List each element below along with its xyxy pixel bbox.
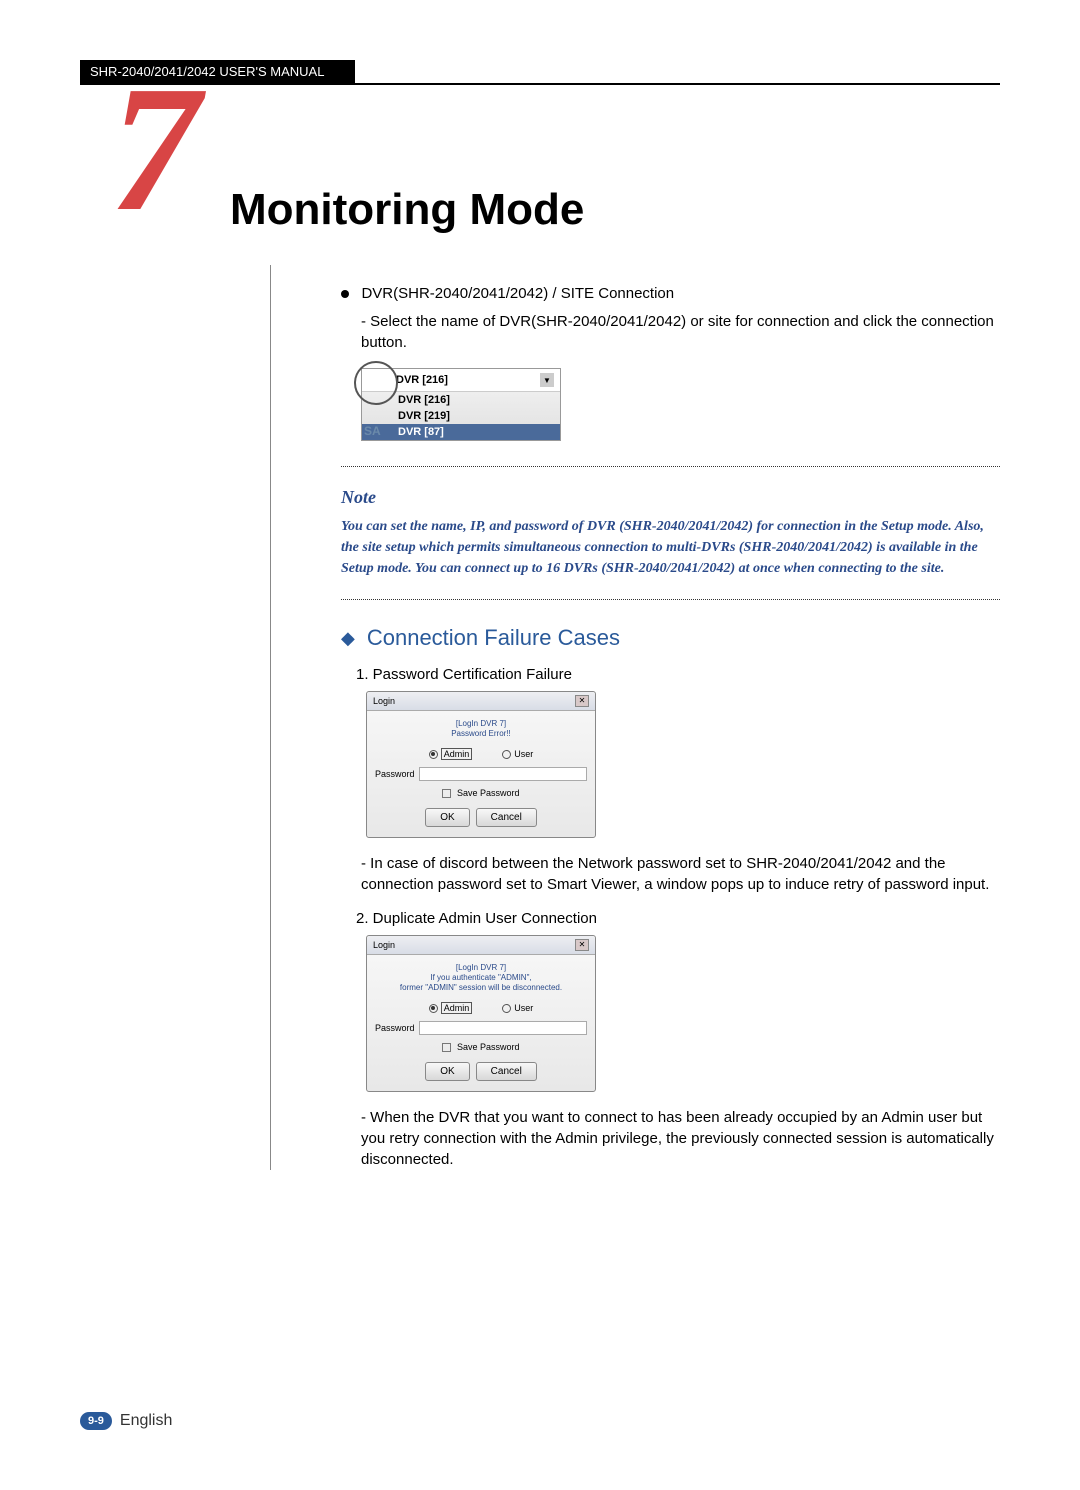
- checkbox-icon: [442, 1043, 451, 1052]
- dropdown-item-highlighted: DVR [87]: [362, 424, 560, 440]
- radio-label: Admin: [441, 1002, 473, 1014]
- section-heading-failure: ◆ Connection Failure Cases: [341, 625, 1000, 651]
- radio-group: Admin User: [367, 744, 595, 764]
- radio-icon: [502, 1004, 511, 1013]
- dialog-message: [LogIn DVR 7] If you authenticate "ADMIN…: [367, 955, 595, 998]
- dvr-dropdown-screenshot: DVR [216] ▼ DVR [216] DVR [219] DVR [87]…: [361, 368, 561, 441]
- note-body: You can set the name, IP, and password o…: [341, 516, 1000, 579]
- msg-line: If you authenticate "ADMIN",: [373, 973, 589, 983]
- note-title: Note: [341, 487, 1000, 508]
- radio-label: Admin: [441, 748, 473, 760]
- dropdown-item: DVR [219]: [362, 408, 560, 424]
- radio-label: User: [514, 1003, 533, 1013]
- diamond-icon: ◆: [341, 628, 355, 649]
- content-area: DVR(SHR-2040/2041/2042) / SITE Connectio…: [270, 265, 1000, 1170]
- password-label: Password: [375, 1023, 415, 1033]
- dialog-buttons: OK Cancel: [367, 1056, 595, 1091]
- dialog-title: Login: [373, 940, 395, 950]
- save-password-row: Save Password: [367, 1038, 595, 1056]
- sub-text-select: - Select the name of DVR(SHR-2040/2041/2…: [361, 311, 1000, 353]
- password-input: [419, 1021, 587, 1035]
- ok-button: OK: [425, 808, 469, 827]
- page-number-badge: 9-9: [80, 1412, 112, 1430]
- login-dialog-1: Login ✕ [LogIn DVR 7] Password Error!! A…: [366, 691, 596, 838]
- dialog-title: Login: [373, 696, 395, 706]
- radio-admin: Admin: [429, 1002, 473, 1014]
- checkbox-icon: [442, 789, 451, 798]
- save-password-label: Save Password: [457, 1042, 520, 1052]
- chapter-heading: 7 Monitoring Mode: [140, 125, 1000, 235]
- dialog-titlebar: Login ✕: [367, 936, 595, 955]
- cancel-button: Cancel: [476, 1062, 537, 1081]
- item-duplicate-admin: 2. Duplicate Admin User Connection: [356, 910, 1000, 927]
- radio-admin: Admin: [429, 748, 473, 760]
- radio-icon: [429, 750, 438, 759]
- highlight-circle-icon: [354, 361, 398, 405]
- cancel-button: Cancel: [476, 808, 537, 827]
- password-label: Password: [375, 769, 415, 779]
- msg-line: [LogIn DVR 7]: [373, 719, 589, 729]
- site-label: SA: [364, 424, 381, 438]
- dialog-titlebar: Login ✕: [367, 692, 595, 711]
- dropdown-arrow-icon: ▼: [540, 373, 554, 387]
- dialog-message: [LogIn DVR 7] Password Error!!: [367, 711, 595, 744]
- save-password-label: Save Password: [457, 788, 520, 798]
- dotted-divider: [341, 599, 1000, 600]
- bullet-dvr-connection: DVR(SHR-2040/2041/2042) / SITE Connectio…: [341, 285, 1000, 303]
- close-icon: ✕: [575, 695, 589, 707]
- save-password-row: Save Password: [367, 784, 595, 802]
- radio-label: User: [514, 749, 533, 759]
- radio-group: Admin User: [367, 998, 595, 1018]
- password-input: [419, 767, 587, 781]
- dotted-divider: [341, 466, 1000, 467]
- radio-user: User: [502, 1002, 533, 1014]
- radio-icon: [502, 750, 511, 759]
- radio-user: User: [502, 748, 533, 760]
- password-row: Password: [367, 1018, 595, 1038]
- page-footer: 9-9 English: [80, 1412, 172, 1430]
- dropdown-selected-text: DVR [216]: [396, 374, 448, 386]
- ok-button: OK: [425, 1062, 469, 1081]
- msg-line: former "ADMIN" session will be disconnec…: [373, 983, 589, 993]
- footer-language: English: [120, 1412, 172, 1430]
- login-dialog-2: Login ✕ [LogIn DVR 7] If you authenticat…: [366, 935, 596, 1092]
- item2-description: - When the DVR that you want to connect …: [361, 1107, 1000, 1170]
- dialog-buttons: OK Cancel: [367, 802, 595, 837]
- item-password-failure: 1. Password Certification Failure: [356, 666, 1000, 683]
- msg-line: Password Error!!: [373, 729, 589, 739]
- close-icon: ✕: [575, 939, 589, 951]
- chapter-title: Monitoring Mode: [140, 125, 1000, 235]
- password-row: Password: [367, 764, 595, 784]
- bullet-text: DVR(SHR-2040/2041/2042) / SITE Connectio…: [361, 285, 674, 302]
- item1-description: - In case of discord between the Network…: [361, 853, 1000, 895]
- bullet-icon: [341, 290, 349, 298]
- radio-icon: [429, 1004, 438, 1013]
- msg-line: [LogIn DVR 7]: [373, 963, 589, 973]
- section-heading-text: Connection Failure Cases: [367, 625, 620, 651]
- header-rule: [80, 83, 1000, 85]
